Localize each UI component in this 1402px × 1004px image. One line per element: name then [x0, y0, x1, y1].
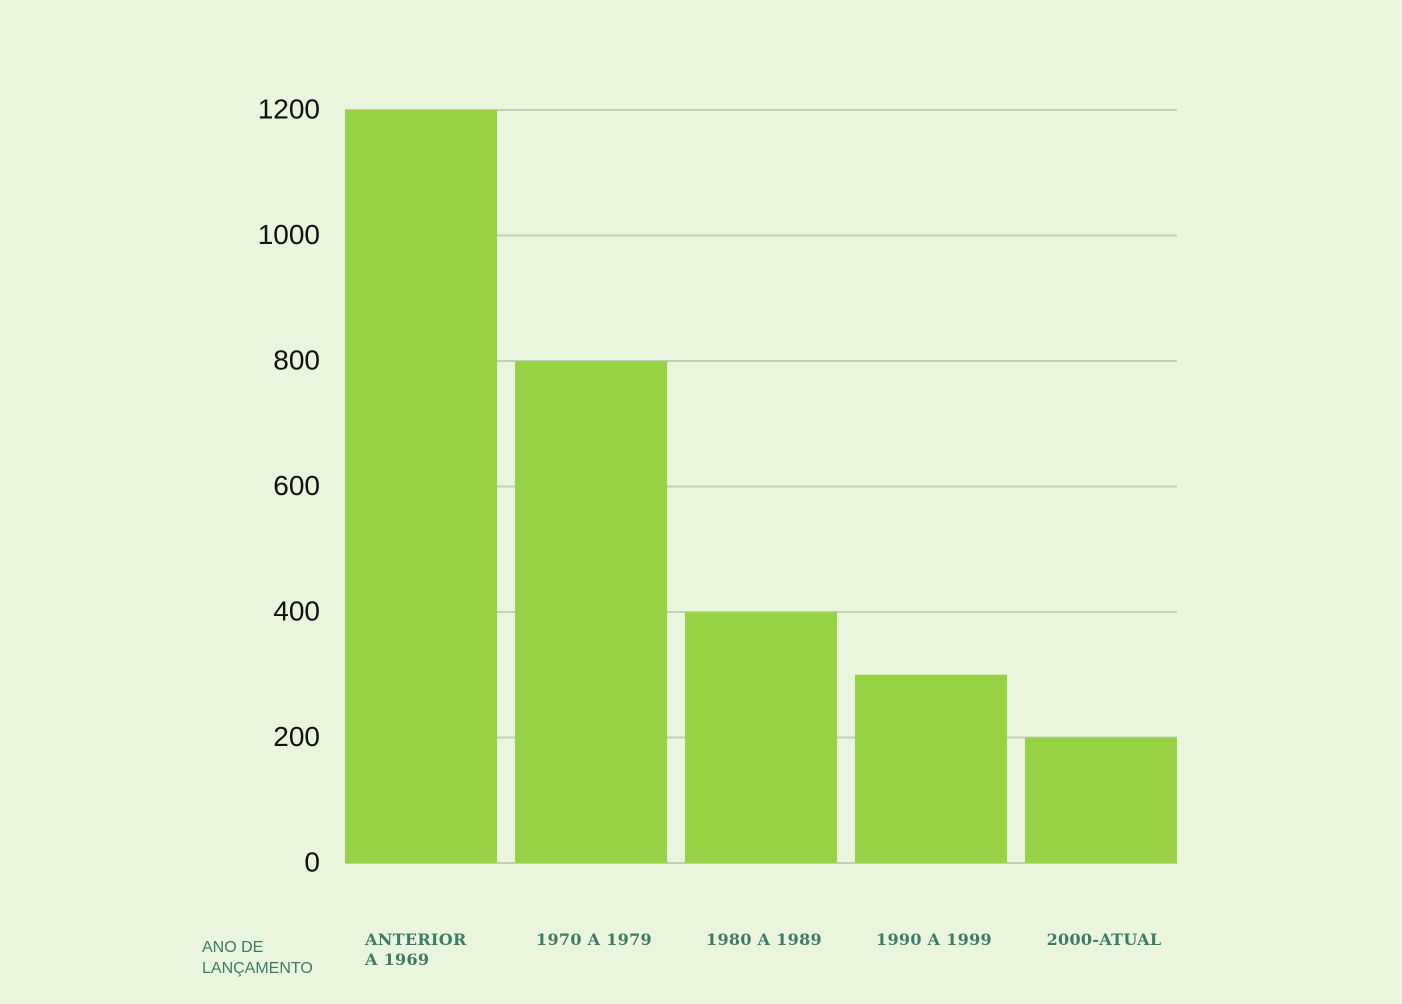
y-tick-label: 0 — [304, 846, 320, 877]
x-tick-label: 2000-ATUAL — [1046, 930, 1162, 949]
x-tick-label: 1980 A 1989 — [706, 930, 822, 949]
y-tick-label: 600 — [273, 470, 320, 501]
bar — [1025, 737, 1177, 863]
bar — [515, 361, 667, 863]
x-tick-label: ANTERIOR A 1969 — [365, 930, 467, 969]
x-axis-label: ANO DE LANÇAMENTO — [202, 939, 313, 977]
y-tick-label: 800 — [273, 344, 320, 375]
y-tick-label: 200 — [273, 721, 320, 752]
y-tick-label: 1000 — [258, 219, 320, 250]
x-tick-label: 1970 A 1979 — [536, 930, 652, 949]
y-tick-label: 400 — [273, 595, 320, 626]
x-tick-label: 1990 A 1999 — [876, 930, 992, 949]
bar — [685, 612, 837, 863]
bar — [855, 674, 1007, 863]
y-tick-label: 1200 — [258, 93, 320, 124]
bar — [345, 110, 497, 863]
